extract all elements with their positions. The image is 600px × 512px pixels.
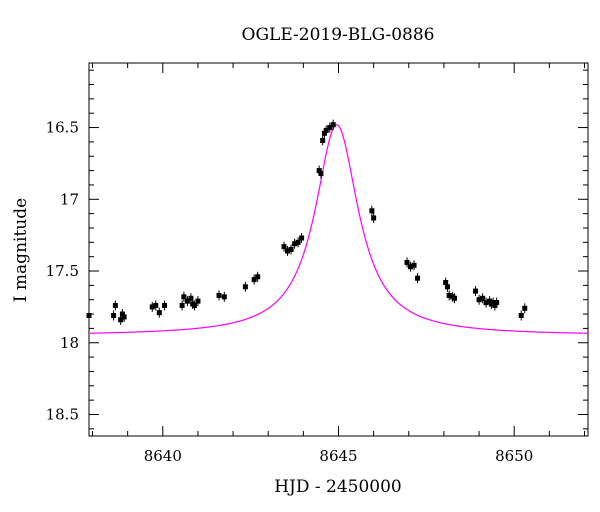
data-point [490, 300, 496, 306]
plot-frame [88, 62, 589, 437]
data-point [330, 122, 336, 128]
model-curve [88, 124, 589, 334]
data-point [316, 168, 322, 174]
chart-title: OGLE-2019-BLG-0886 [242, 25, 435, 45]
data-point [86, 312, 92, 318]
data-point [121, 314, 127, 320]
data-point [487, 298, 493, 304]
data-point [483, 300, 489, 306]
data-point [473, 288, 479, 294]
data-point [443, 279, 449, 285]
data-point [216, 292, 222, 298]
x-axis-label: HJD - 2450000 [274, 477, 402, 497]
data-point [255, 274, 261, 280]
data-point [369, 208, 375, 214]
data-point [288, 247, 294, 252]
y-tick-label: 18 [60, 334, 79, 352]
y-tick-label: 16.5 [46, 119, 79, 137]
data-point [162, 302, 168, 308]
y-tick-label: 18.5 [46, 405, 79, 423]
data-point [251, 277, 257, 283]
data-point [153, 302, 159, 308]
data-point [295, 239, 301, 245]
data-point [323, 127, 329, 133]
data-point [242, 284, 248, 290]
data-point [181, 294, 187, 300]
data-point [408, 264, 414, 270]
data-point [184, 298, 190, 304]
data-point [299, 235, 305, 241]
x-tick-label: 8645 [319, 447, 357, 465]
data-point [318, 170, 324, 176]
data-point [320, 137, 326, 143]
data-point [149, 304, 155, 310]
data-point [522, 305, 528, 311]
data-point [179, 302, 185, 308]
data-point [281, 244, 287, 250]
data-point [111, 312, 117, 318]
data-point [119, 311, 125, 317]
data-point [411, 262, 417, 268]
data-point [476, 297, 482, 303]
data-point [112, 302, 118, 308]
data-point [371, 215, 377, 221]
data-point [195, 298, 201, 304]
data-point [492, 302, 498, 308]
data-point [494, 300, 500, 306]
y-tick-label: 17.5 [46, 262, 79, 280]
data-point [415, 275, 421, 281]
data-point [285, 248, 291, 254]
data-point [518, 312, 524, 318]
y-tick-label: 17 [60, 190, 79, 208]
data-point [188, 295, 194, 301]
data-point [321, 130, 327, 136]
data-point [221, 294, 227, 300]
data-point [444, 284, 450, 290]
data-point [327, 125, 333, 131]
data-point [404, 259, 410, 265]
plot-area: 8640 8645 8650 16.5 17 17.5 18 18.5 [46, 62, 589, 465]
data-point [191, 302, 197, 308]
data-point [156, 310, 162, 316]
data-point [480, 295, 486, 301]
x-tick-label: 8640 [144, 447, 182, 465]
data-point [292, 241, 298, 247]
y-axis-label: I magnitude [11, 198, 31, 302]
x-tick-label: 8650 [495, 447, 533, 465]
data-point [118, 317, 124, 323]
data-point [446, 292, 452, 298]
data-point [451, 295, 457, 301]
